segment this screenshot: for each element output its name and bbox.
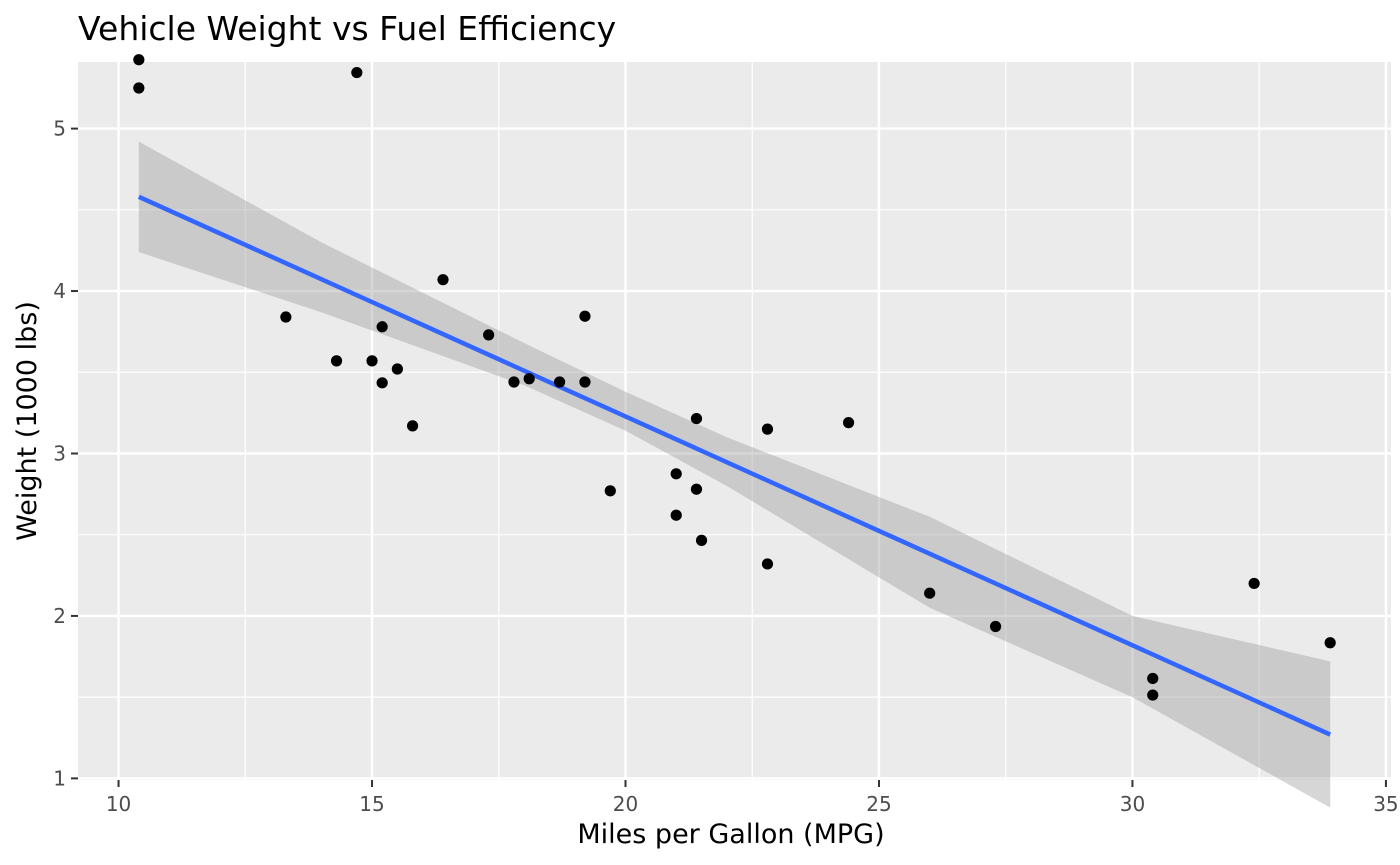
data-point [842,417,855,429]
data-point [133,82,145,94]
data-point [761,558,774,570]
data-point [483,329,495,341]
chart-title: Vehicle Weight vs Fuel Efficiency [78,9,616,48]
x-tick-label: 30 [1120,792,1145,816]
data-point [280,311,292,323]
data-point [376,377,388,389]
data-point [133,54,145,66]
data-point [366,355,378,367]
x-tick-label: 35 [1373,792,1398,816]
data-point [761,423,774,435]
data-point [330,355,343,367]
data-point [690,412,703,425]
data-point [604,485,616,497]
x-axis-title: Miles per Gallon (MPG) [577,819,884,850]
data-point [579,376,591,388]
data-point [351,66,363,79]
data-point [1147,689,1159,701]
data-point [406,420,419,432]
y-tick-label: 3 [53,441,66,465]
data-point [690,483,703,495]
x-tick-label: 20 [613,792,638,816]
y-axis-title: Weight (1000 lbs) [12,301,43,541]
data-point [523,373,535,385]
data-point [670,468,682,480]
y-tick-label: 4 [53,279,66,303]
data-point [1248,577,1260,590]
x-tick-label: 15 [359,792,384,816]
confidence-band [138,141,1331,808]
data-point [508,376,520,388]
x-axis-ticks: 10 15 20 25 30 35 [106,780,1399,816]
data-point [579,310,591,322]
y-tick-label: 5 [53,117,66,141]
regression-line [137,194,1332,737]
minor-gridlines [78,62,1391,780]
data-point [437,274,449,286]
data-point [1324,637,1336,649]
x-tick-label: 10 [106,792,131,816]
data-point [924,587,936,599]
y-tick-label: 2 [53,604,66,628]
data-point [376,321,388,333]
data-point [989,620,1002,633]
y-tick-label: 1 [53,766,66,790]
data-point [695,534,708,546]
data-point [391,363,403,375]
y-axis-ticks: 1 2 3 4 5 [53,117,78,790]
major-gridlines [78,62,1391,780]
data-points [133,54,1336,701]
plot-panel [78,62,1391,780]
data-point [1147,672,1159,685]
data-point [554,376,566,388]
x-tick-label: 25 [866,792,891,816]
data-point [670,509,682,521]
